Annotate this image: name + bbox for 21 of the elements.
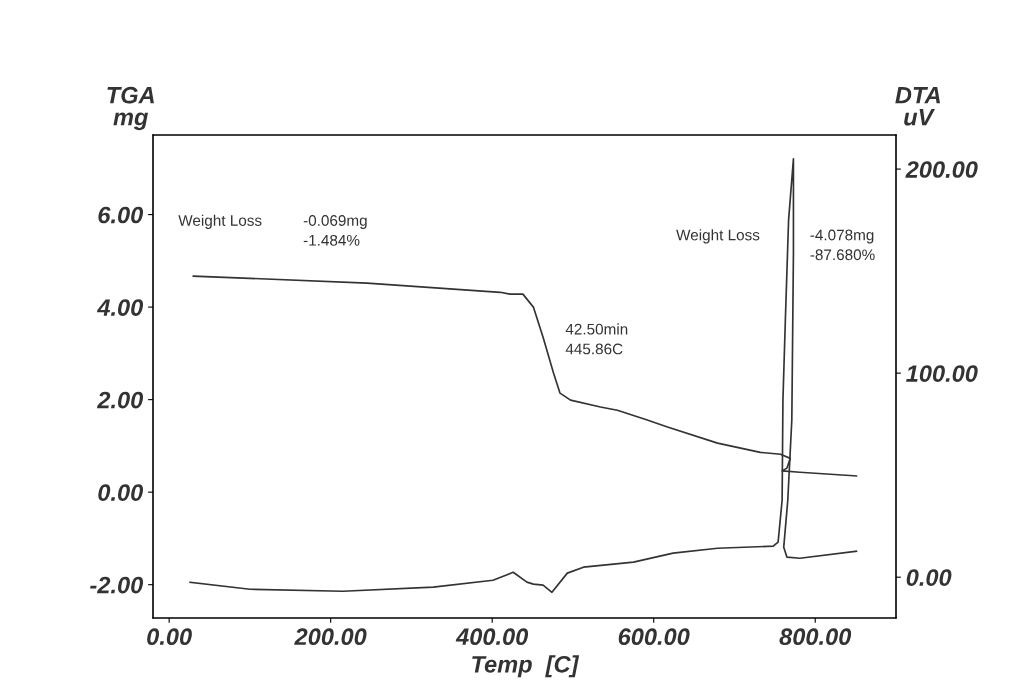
y-tick-label: 0.00 xyxy=(98,484,144,501)
annotation: -0.069mg -1.484% xyxy=(303,215,367,246)
y-tick-label: 2.00 xyxy=(96,391,144,409)
y2-tick-label: 100.00 xyxy=(906,365,978,382)
y2-tick-label: 200.00 xyxy=(905,161,978,178)
annotation: Weight Loss xyxy=(178,214,262,229)
x-axis-title: Temp [C] xyxy=(472,655,580,678)
y-tick-label: -2.00 xyxy=(90,576,144,594)
x-tick-label: 400.00 xyxy=(455,628,529,646)
y-tick-label: 6.00 xyxy=(98,206,144,224)
annotation: -4.078mg -87.680% xyxy=(810,229,875,261)
x-tick-label: 200.00 xyxy=(294,628,367,646)
y-axis-title: TGA mg xyxy=(107,86,154,131)
x-tick-label: 800.00 xyxy=(779,628,852,646)
y-tick-label: 4.00 xyxy=(96,299,144,316)
y2-axis-title: DTA uV xyxy=(895,87,940,126)
annotation: Weight Loss xyxy=(676,229,760,244)
annotation: 42.50min 445.86C xyxy=(565,323,628,355)
y2-tick-label: 0.00 xyxy=(906,569,952,586)
x-tick-label: 600.00 xyxy=(618,628,690,646)
x-tick-label: 0.00 xyxy=(147,628,192,646)
